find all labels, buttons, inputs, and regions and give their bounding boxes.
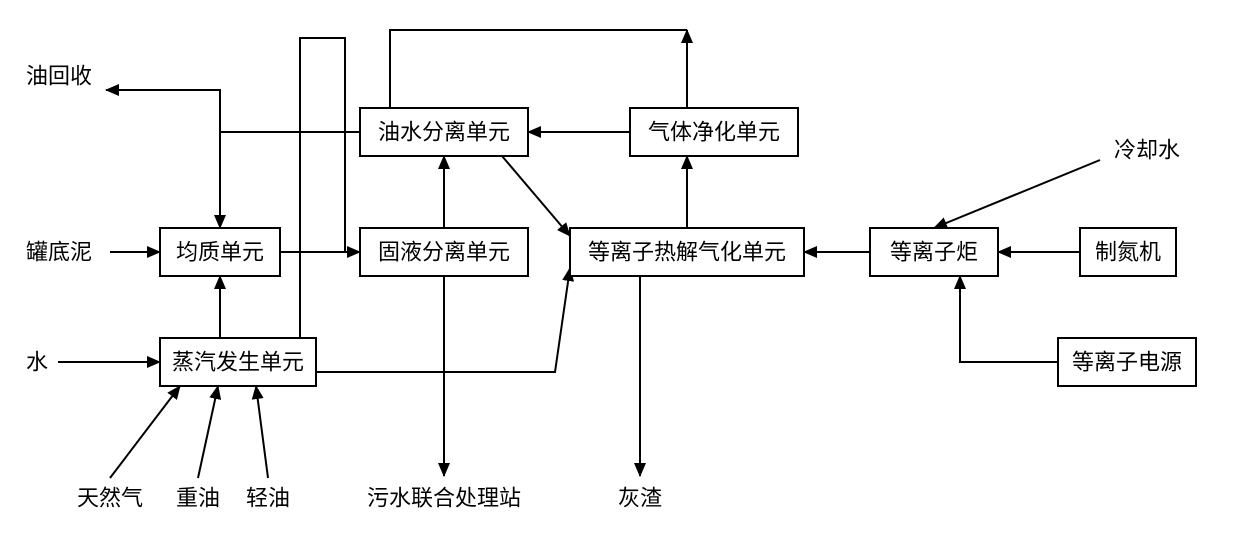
node-label: 等离子电源 (1072, 350, 1182, 375)
cooling-to-torch (934, 160, 1100, 228)
node-label: 制氮机 (1095, 240, 1161, 265)
label-nat_gas: 天然气 (77, 486, 143, 511)
node-label: 气体净化单元 (648, 120, 780, 145)
node-homog: 均质单元 (160, 228, 280, 276)
label-sewage: 污水联合处理站 (367, 486, 521, 511)
owsep-to-oilrec (106, 90, 360, 132)
node-label: 等离子炬 (890, 240, 978, 265)
node-steam: 蒸汽发生单元 (160, 338, 316, 386)
node-ow_sep: 油水分离单元 (360, 108, 528, 156)
node-label: 油水分离单元 (378, 120, 510, 145)
label-heavy_oil: 重油 (176, 486, 220, 511)
node-n2: 制氮机 (1080, 228, 1176, 276)
node-plasma_pwr: 等离子电源 (1058, 338, 1196, 386)
node-gas_clean: 气体净化单元 (630, 108, 798, 156)
label-cooling: 冷却水 (1114, 138, 1180, 163)
owsep-to-plasma (502, 156, 570, 236)
owsep-up-branch (390, 30, 687, 108)
label-oil_rec: 油回收 (26, 64, 92, 89)
label-tank_mud: 罐底泥 (26, 240, 92, 265)
steam-tall-loop (300, 38, 345, 338)
natgas-to-steam (110, 386, 180, 478)
node-sl_sep: 固液分离单元 (360, 228, 528, 276)
steam-to-plasma (310, 268, 570, 372)
label-water: 水 (26, 350, 48, 375)
node-label: 均质单元 (176, 240, 264, 265)
node-label: 固液分离单元 (378, 240, 510, 265)
node-plasma_unit: 等离子热解气化单元 (570, 228, 804, 276)
pwr-to-torch (960, 276, 1058, 362)
node-label: 等离子热解气化单元 (588, 240, 786, 265)
heavyoil-to-steam (198, 386, 218, 478)
node-label: 蒸汽发生单元 (172, 350, 304, 375)
lightoil-to-steam (256, 386, 268, 478)
label-light_oil: 轻油 (246, 486, 290, 511)
label-ash: 灰渣 (618, 486, 662, 511)
node-torch: 等离子炬 (870, 228, 998, 276)
